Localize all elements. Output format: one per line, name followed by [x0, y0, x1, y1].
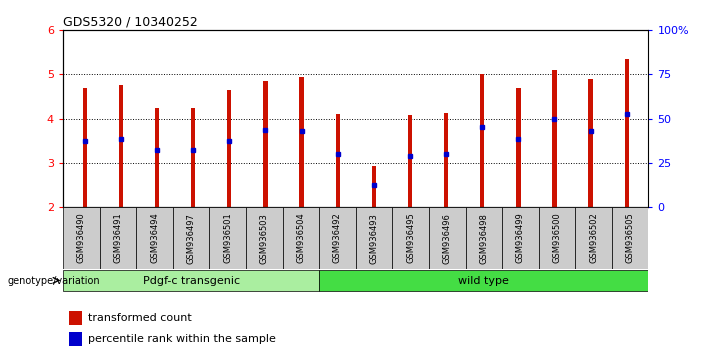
- Bar: [210, 207, 246, 269]
- Bar: [408, 115, 412, 207]
- Text: GSM936505: GSM936505: [625, 213, 634, 263]
- Bar: [336, 114, 340, 207]
- Bar: [299, 76, 304, 207]
- Text: GSM936503: GSM936503: [260, 213, 268, 263]
- Bar: [429, 207, 465, 269]
- Bar: [136, 207, 173, 269]
- Bar: [155, 108, 159, 207]
- Text: wild type: wild type: [458, 275, 509, 286]
- Bar: [538, 207, 576, 269]
- Text: genotype/variation: genotype/variation: [7, 276, 100, 286]
- Bar: [227, 90, 231, 207]
- Bar: [502, 207, 538, 269]
- Text: GSM936496: GSM936496: [443, 213, 451, 263]
- Bar: [264, 81, 268, 207]
- Bar: [465, 207, 502, 269]
- Text: GSM936501: GSM936501: [223, 213, 232, 263]
- Text: GSM936491: GSM936491: [114, 213, 123, 263]
- Bar: [355, 207, 393, 269]
- Text: GSM936500: GSM936500: [552, 213, 562, 263]
- Bar: [283, 207, 319, 269]
- Text: GSM936495: GSM936495: [406, 213, 415, 263]
- Bar: [69, 312, 82, 325]
- Bar: [319, 207, 355, 269]
- Bar: [69, 332, 82, 346]
- Text: GSM936498: GSM936498: [479, 213, 489, 263]
- Bar: [516, 88, 521, 207]
- Bar: [625, 59, 629, 207]
- Text: GSM936499: GSM936499: [516, 213, 525, 263]
- Text: GSM936504: GSM936504: [297, 213, 306, 263]
- Bar: [480, 74, 484, 207]
- Bar: [444, 113, 448, 207]
- Bar: [372, 166, 376, 207]
- Text: GSM936502: GSM936502: [589, 213, 598, 263]
- Bar: [393, 207, 429, 269]
- Text: GSM936493: GSM936493: [369, 213, 379, 263]
- Text: GDS5320 / 10340252: GDS5320 / 10340252: [63, 16, 198, 29]
- Bar: [246, 207, 283, 269]
- Bar: [588, 79, 593, 207]
- Bar: [552, 70, 557, 207]
- Text: Pdgf-c transgenic: Pdgf-c transgenic: [142, 275, 240, 286]
- Bar: [173, 207, 210, 269]
- Text: GSM936492: GSM936492: [333, 213, 342, 263]
- Text: transformed count: transformed count: [88, 313, 191, 323]
- Text: percentile rank within the sample: percentile rank within the sample: [88, 334, 275, 344]
- FancyBboxPatch shape: [63, 270, 319, 291]
- Bar: [63, 207, 100, 269]
- Text: GSM936494: GSM936494: [150, 213, 159, 263]
- Text: GSM936490: GSM936490: [77, 213, 86, 263]
- Bar: [118, 85, 123, 207]
- Bar: [100, 207, 136, 269]
- Bar: [83, 88, 87, 207]
- Bar: [612, 207, 648, 269]
- Bar: [191, 108, 196, 207]
- FancyBboxPatch shape: [319, 270, 648, 291]
- Text: GSM936497: GSM936497: [186, 213, 196, 263]
- Bar: [576, 207, 612, 269]
